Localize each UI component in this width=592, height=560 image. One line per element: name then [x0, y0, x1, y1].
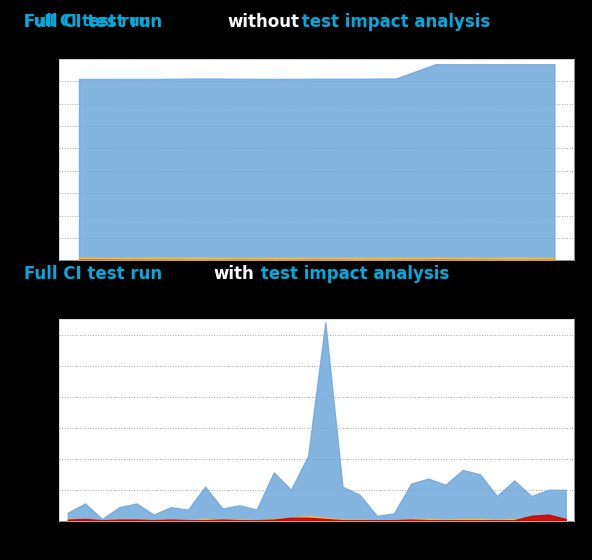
Text: Full CI test run: Full CI test run	[24, 13, 168, 31]
Title: Test Result Trend: Test Result Trend	[256, 43, 378, 56]
Text: Full CI test run: Full CI test run	[24, 14, 156, 29]
Text: without: without	[228, 13, 300, 31]
Text: with: with	[213, 265, 254, 283]
Text: Full CI test run: Full CI test run	[24, 265, 168, 283]
Y-axis label: count: count	[9, 145, 19, 174]
Text: test impact analysis: test impact analysis	[255, 265, 449, 283]
Text: Full CI test run without: Full CI test run without	[24, 14, 221, 29]
Y-axis label: count: count	[15, 405, 25, 435]
Text: test impact analysis: test impact analysis	[296, 13, 490, 31]
Title: Test Result Trend: Test Result Trend	[256, 304, 378, 316]
